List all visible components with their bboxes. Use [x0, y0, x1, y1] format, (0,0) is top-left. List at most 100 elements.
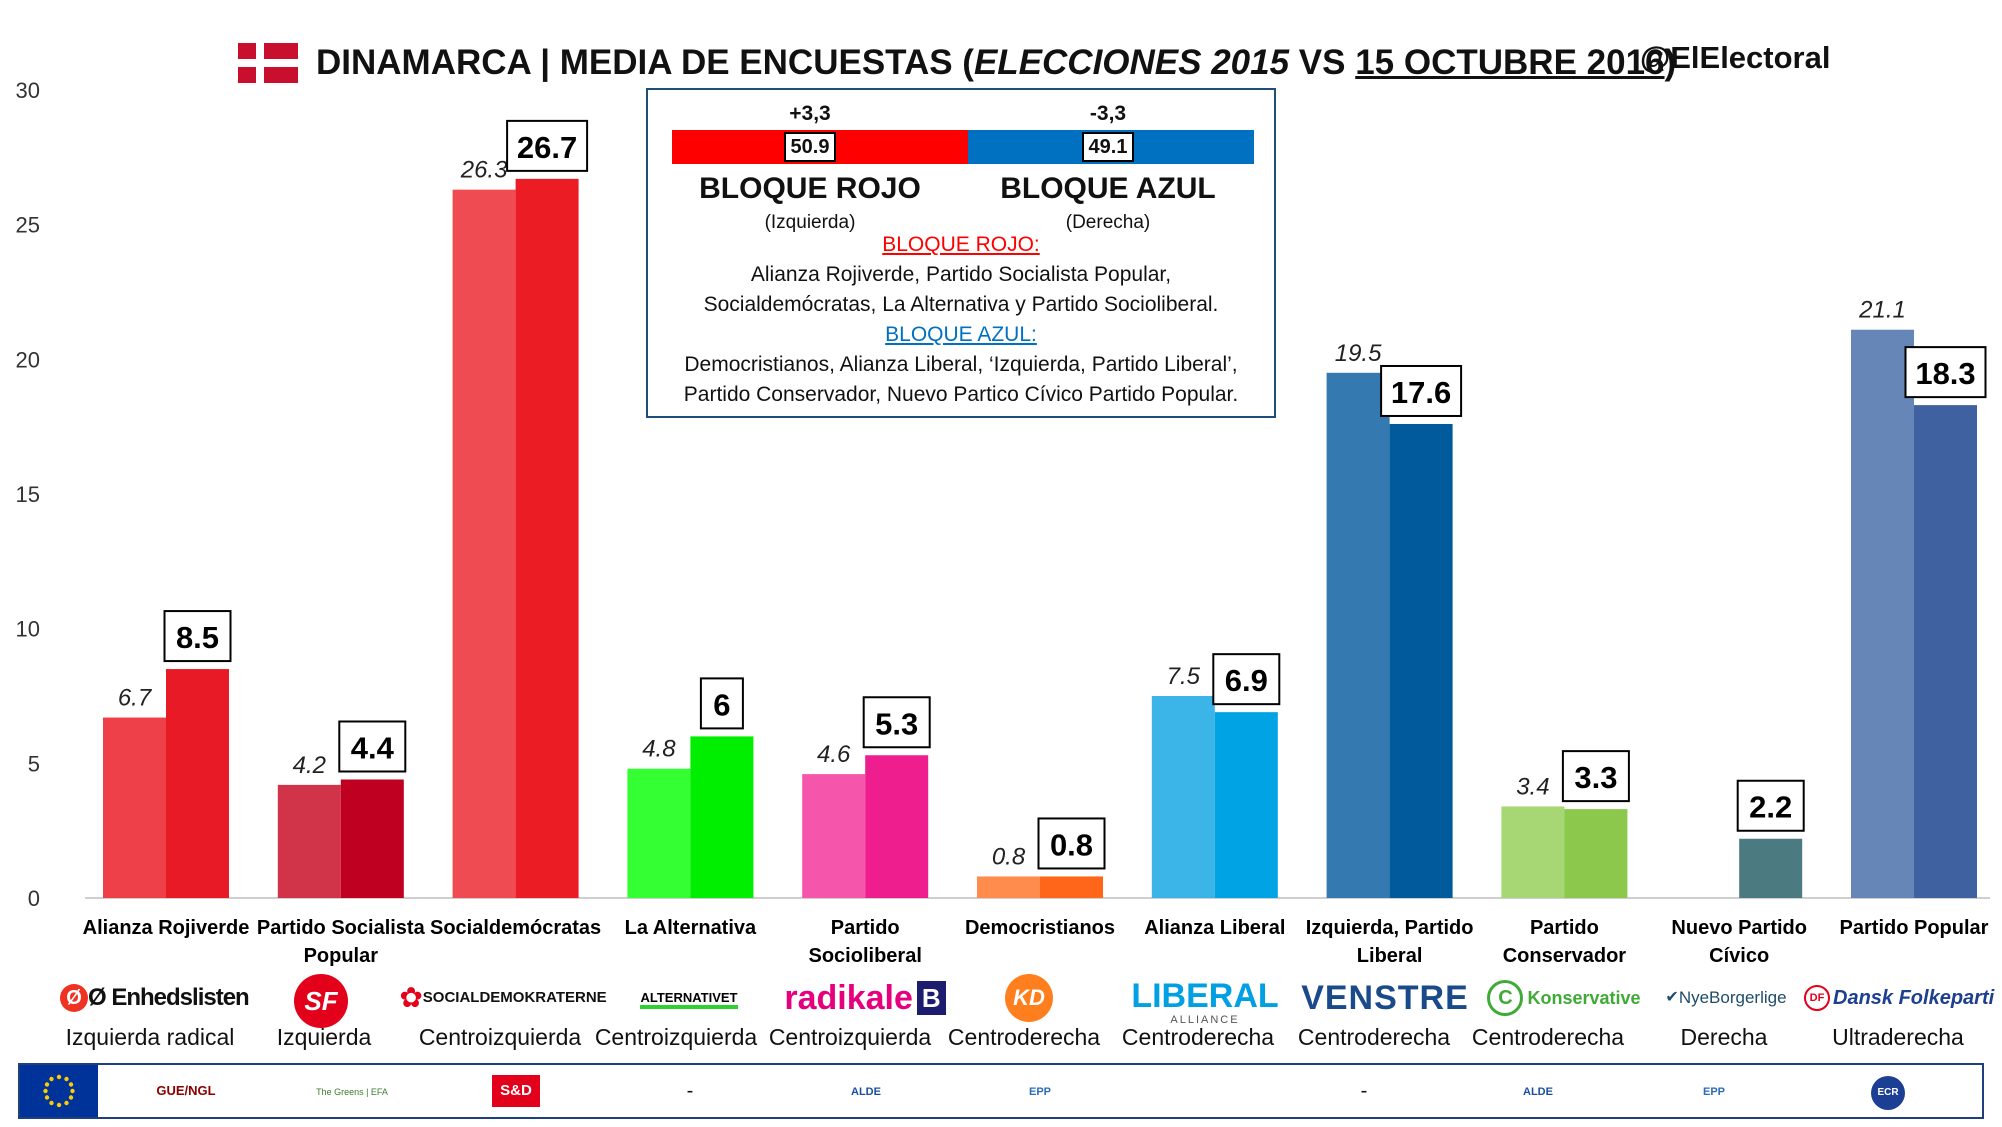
- y-tick-label: 30: [16, 78, 40, 103]
- bar-2015: [977, 876, 1040, 898]
- ideology-label: Izquierda radical: [65, 1024, 235, 1050]
- alliance-logo-text: ALLIANCE: [1170, 1014, 1240, 1026]
- nye-borgerlige-logo: ✔NyeBorgerlige: [1646, 974, 1806, 1022]
- value-label-2015: 21.1: [1858, 297, 1906, 324]
- no-group-dash: -: [630, 1071, 750, 1111]
- value-label-box-2016: [1904, 346, 1987, 399]
- chart-title-row: DINAMARCA | MEDIA DE ENCUESTAS (ELECCION…: [238, 38, 1676, 88]
- bar-2015: [452, 189, 516, 899]
- value-label-box-2016: [1212, 653, 1281, 706]
- konservative-logo-text: Konservative: [1527, 988, 1641, 1008]
- bar-2016: [1214, 712, 1278, 898]
- no-group-dash: -: [1304, 1071, 1424, 1111]
- title-date: 15 OCTUBRE 2016: [1355, 43, 1665, 82]
- no-group-text: -: [686, 1080, 694, 1102]
- chart-title: DINAMARCA | MEDIA DE ENCUESTAS (ELECCION…: [316, 43, 1676, 83]
- red-bloc-side: (Izquierda): [764, 212, 856, 233]
- liberal-alliance-logo: LIBERAL ALLIANCE: [1120, 974, 1290, 1026]
- value-label-2015: 6.7: [118, 685, 153, 712]
- value-label-2015: 26.3: [460, 157, 508, 184]
- value-label-box-2016: [1736, 779, 1805, 832]
- bar-2015: [802, 774, 866, 898]
- blue-bloc-side: (Derecha): [1065, 212, 1151, 233]
- value-label-2016: 26.7: [517, 130, 577, 165]
- alde-text: ALDE: [1523, 1086, 1553, 1098]
- ecr-logo: ECR: [1828, 1071, 1948, 1111]
- ideology-label: Derecha: [1680, 1024, 1768, 1050]
- gue-ngl-logo: GUE/NGL: [126, 1071, 246, 1111]
- category-label: La Alternativa: [625, 917, 757, 939]
- category-label: Popular: [304, 945, 379, 967]
- y-tick-label: 20: [16, 347, 40, 372]
- value-label-2016: 8.5: [176, 620, 219, 655]
- value-label-box-2016: [338, 720, 407, 773]
- eu-group-strip: GUE/NGL The Greens | EFA S&D - ALDE EPP …: [18, 1063, 1984, 1119]
- blue-bloc-members-1: Democristianos, Alianza Liberal, ‘Izquie…: [684, 353, 1238, 376]
- category-label: Liberal: [1357, 945, 1423, 967]
- red-bloc-change: +3,3: [789, 102, 831, 125]
- value-labels: 6.7 8.5 4.2 4.4 26.3 26.7 4.8 6 4.6 5.3 0.8 0.8 7.5 6…: [118, 119, 1987, 870]
- category-label: Socialdemócratas: [430, 917, 601, 939]
- blue-bloc-members-2: Partido Conservador, Nuevo Partico Cívic…: [683, 383, 1239, 406]
- category-labels: Alianza Rojiverde Partido Socialista Popul…: [83, 917, 1989, 967]
- category-label: Alianza Rojiverde: [83, 917, 250, 939]
- dansk-folkeparti-logo-text: Dansk Folkeparti: [1833, 987, 1995, 1009]
- ideology-label: Centroderecha: [1297, 1024, 1451, 1050]
- category-label: Izquierda, Partido: [1306, 917, 1474, 939]
- title-close: ): [1664, 43, 1677, 82]
- ideology-label: Centroizquierda: [594, 1024, 758, 1050]
- y-tick-label: 0: [28, 886, 40, 911]
- red-bloc-members-2: Socialdemócratas, La Alternativa y Parti…: [703, 293, 1219, 316]
- ideology-label: Ultraderecha: [1832, 1024, 1964, 1050]
- bar-2016: [1564, 809, 1628, 898]
- blue-bloc-change: -3,3: [1089, 102, 1127, 125]
- value-label-box-2016: [1561, 750, 1630, 803]
- eu-flag-icon: [20, 1065, 98, 1117]
- sf-logo: SF: [236, 974, 406, 1028]
- y-tick-label: 10: [16, 617, 40, 642]
- socialdemokraterne-logo: ✿SOCIALDEMOKRATERNE: [388, 974, 618, 1022]
- value-label-2016: 5.3: [875, 706, 918, 741]
- value-label-2016: 4.4: [351, 730, 395, 765]
- ideology-label: Izquierda: [276, 1024, 372, 1050]
- alde-logo: ALDE: [806, 1071, 926, 1111]
- enhedslisten-logo-text: Ø Enhedslisten: [88, 984, 250, 1011]
- bloc-members-text: BLOQUE ROJO: Alianza Rojiverde, Partido …: [648, 230, 1274, 410]
- red-bloc-heading: BLOQUE ROJO:: [882, 233, 1040, 256]
- bar-2015: [277, 784, 341, 898]
- bar-2015: [1501, 806, 1565, 898]
- value-label-2015: 0.8: [992, 843, 1026, 870]
- ideology-label: Centroderecha: [947, 1024, 1101, 1050]
- bar-2015: [103, 717, 166, 898]
- value-label-box-2016: [862, 696, 931, 749]
- value-label-2015: 4.6: [817, 741, 851, 768]
- category-label: Partido: [831, 917, 900, 939]
- value-label-2016: 3.3: [1574, 760, 1617, 795]
- radikale-logo: radikale B: [780, 974, 950, 1022]
- category-label: Alianza Liberal: [1144, 917, 1285, 939]
- category-label: Partido Popular: [1840, 917, 1989, 939]
- title-vs: VS: [1289, 43, 1356, 82]
- bar-2015: [1851, 329, 1914, 898]
- denmark-flag-icon: [238, 43, 298, 83]
- value-label-2015: 4.8: [642, 736, 676, 763]
- red-bloc-members-1: Alianza Rojiverde, Partido Socialista Po…: [750, 263, 1172, 286]
- value-label-2016: 6: [713, 687, 730, 722]
- kd-logo: KD: [944, 974, 1114, 1022]
- value-label-2015: 4.2: [293, 752, 326, 779]
- alternativet-logo-text: ALTERNATIVET: [640, 990, 738, 1009]
- konservative-logo: C Konservative: [1474, 974, 1654, 1022]
- value-label-2015: 19.5: [1335, 340, 1382, 367]
- title-main: DINAMARCA | MEDIA DE ENCUESTAS (: [316, 43, 974, 82]
- category-label: Partido Socialista: [257, 917, 426, 939]
- category-label: Nuevo Partido: [1671, 917, 1807, 939]
- epp-logo: EPP: [980, 1071, 1100, 1111]
- greens-efa-logo: The Greens | EFA: [292, 1071, 412, 1111]
- value-label-2015: 7.5: [1167, 663, 1201, 690]
- ideology-label: Centroderecha: [1471, 1024, 1625, 1050]
- s-and-d-text: S&D: [492, 1075, 540, 1107]
- blue-bloc-heading: BLOQUE AZUL:: [885, 323, 1037, 346]
- bar-2016: [1040, 876, 1103, 898]
- category-label: Partido: [1530, 917, 1599, 939]
